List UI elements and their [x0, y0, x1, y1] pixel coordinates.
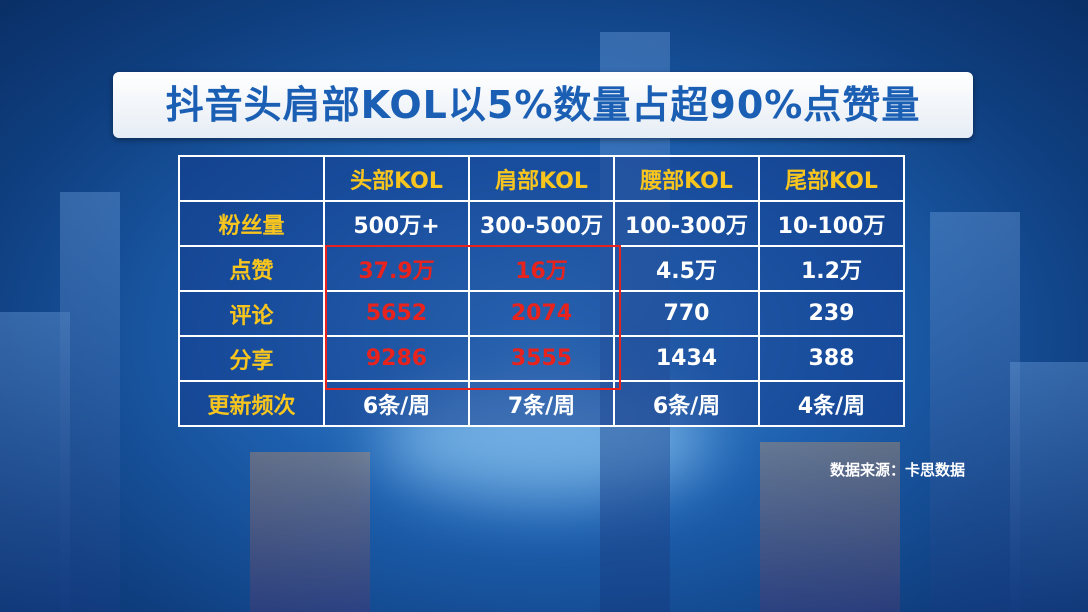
cell: 4.5万 — [613, 245, 760, 292]
row: 分享 9286 3555 1434 388 — [178, 335, 905, 382]
header-row: 头部KOL 肩部KOL 腰部KOL 尾部KOL — [178, 155, 905, 202]
title-bar: 抖音头肩部KOL以5%数量占超90%点赞量 — [113, 72, 973, 138]
row: 评论 5652 2074 770 239 — [178, 290, 905, 337]
cell: 9286 — [323, 335, 470, 382]
title: 抖音头肩部KOL以5%数量占超90%点赞量 — [165, 83, 921, 127]
row: 更新频次 6条/周 7条/周 6条/周 4条/周 — [178, 380, 905, 427]
row-label: 点赞 — [178, 245, 325, 292]
source: 数据来源：卡思数据 — [829, 461, 965, 479]
building — [760, 442, 900, 612]
corner-cell — [178, 155, 325, 202]
row: 粉丝量 500万+ 300-500万 100-300万 10-100万 — [178, 200, 905, 247]
column-header: 头部KOL — [323, 155, 470, 202]
cell: 388 — [758, 335, 905, 382]
building — [930, 212, 1020, 612]
cell: 4条/周 — [758, 380, 905, 427]
cell: 100-300万 — [613, 200, 760, 247]
row: 点赞 37.9万 16万 4.5万 1.2万 — [178, 245, 905, 292]
building — [1010, 362, 1088, 612]
cell: 37.9万 — [323, 245, 470, 292]
row-label: 更新频次 — [178, 380, 325, 427]
cell: 7条/周 — [468, 380, 615, 427]
column-header: 腰部KOL — [613, 155, 760, 202]
building — [0, 312, 70, 612]
cell: 300-500万 — [468, 200, 615, 247]
table: 头部KOL 肩部KOL 腰部KOL 尾部KOL 粉丝量 500万+ 300-50… — [178, 155, 905, 427]
cell: 6条/周 — [613, 380, 760, 427]
cell: 770 — [613, 290, 760, 337]
cell: 2074 — [468, 290, 615, 337]
cell: 10-100万 — [758, 200, 905, 247]
cell: 6条/周 — [323, 380, 470, 427]
row-label: 分享 — [178, 335, 325, 382]
cell: 1.2万 — [758, 245, 905, 292]
cell: 500万+ — [323, 200, 470, 247]
cell: 5652 — [323, 290, 470, 337]
column-header: 尾部KOL — [758, 155, 905, 202]
cell: 1434 — [613, 335, 760, 382]
building — [60, 192, 120, 612]
row-label: 粉丝量 — [178, 200, 325, 247]
row-label: 评论 — [178, 290, 325, 337]
column-header: 肩部KOL — [468, 155, 615, 202]
cell: 16万 — [468, 245, 615, 292]
building — [250, 452, 370, 612]
cell: 3555 — [468, 335, 615, 382]
cell: 239 — [758, 290, 905, 337]
